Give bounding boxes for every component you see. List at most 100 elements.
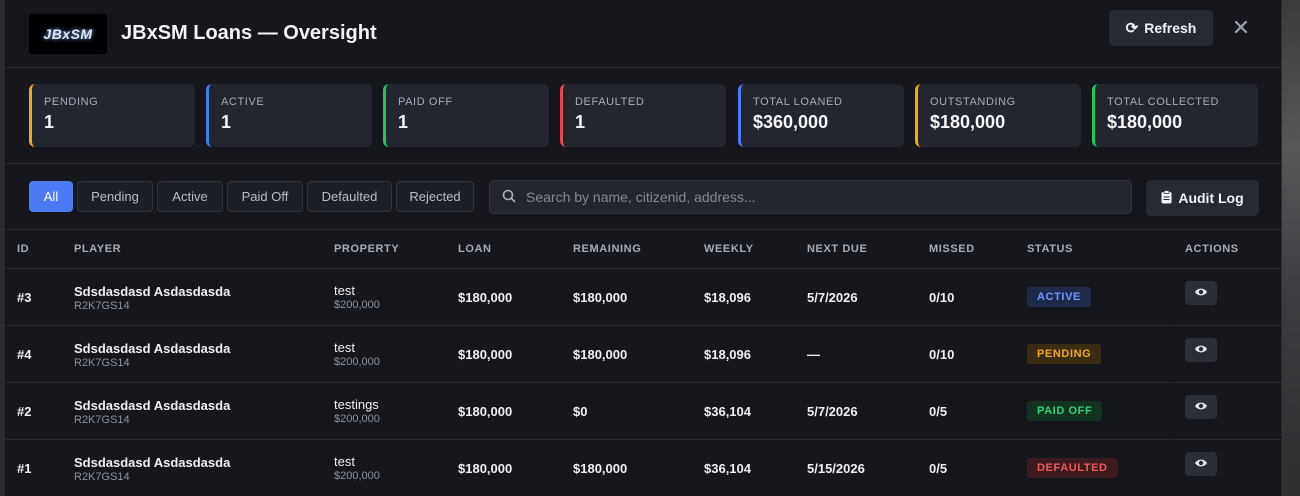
citizen-id: R2K7GS14 [74,414,130,426]
missed-count: 0/10 [929,347,955,362]
loan-amount: $180,000 [458,347,513,362]
remaining-amount: $0 [573,404,588,419]
stat-value: $180,000 [930,112,1006,132]
next-due-date: — [807,347,820,362]
loan-id: #4 [17,347,32,362]
weekly-amount: $36,104 [704,404,751,419]
stat-value: 1 [398,112,409,132]
stat-label: TOTAL LOANED [753,96,843,108]
filter-rejected[interactable]: Rejected [396,181,474,212]
refresh-icon: ⟳ [1125,20,1139,37]
view-button[interactable] [1185,281,1217,305]
remaining-amount: $180,000 [573,461,628,476]
property-name: test [334,340,355,355]
player-cell: Sdsdasdasd Asdasdasda R2K7GS14 [74,341,230,369]
stat-card-total-loaned: TOTAL LOANED $360,000 [738,84,904,147]
status-badge: PENDING [1027,344,1102,364]
column-header-weekly: WEEKLY [704,243,754,255]
clipboard-icon [1161,189,1172,207]
property-cell: test $200,000 [334,283,380,311]
stat-card-total-collected: TOTAL COLLECTED $180,000 [1092,84,1258,147]
actions-divider [1173,326,1174,383]
weekly-amount: $36,104 [704,461,751,476]
eye-icon [1194,341,1208,359]
table-row[interactable]: #1 Sdsdasdasd Asdasdasda R2K7GS14 test $200,… [5,440,1281,496]
view-button[interactable] [1185,452,1217,476]
filter-defaulted[interactable]: Defaulted [307,181,392,212]
logo: JBxSM [29,13,107,54]
stat-card-pending: PENDING 1 [29,84,195,147]
player-name: Sdsdasdasd Asdasdasda [74,341,231,356]
property-cell: test $200,000 [334,454,380,482]
status-badge: DEFAULTED [1027,458,1118,478]
status-badge: PAID OFF [1027,401,1103,421]
column-header-property: PROPERTY [334,243,400,255]
stat-card-outstanding: OUTSTANDING $180,000 [915,84,1081,147]
citizen-id: R2K7GS14 [74,471,130,483]
column-header-missed: MISSED [929,243,975,255]
table-row[interactable]: #2 Sdsdasdasd Asdasdasda R2K7GS14 testings $… [5,383,1281,440]
remaining-amount: $180,000 [573,290,628,305]
loan-id: #3 [17,290,32,305]
search-input[interactable] [526,189,1116,205]
column-header-id: ID [17,243,30,255]
next-due-date: 5/15/2026 [807,461,865,476]
citizen-id: R2K7GS14 [74,300,130,312]
page-title: JBxSM Loans — Oversight [121,22,377,44]
view-button[interactable] [1185,395,1217,419]
column-header-actions: ACTIONS [1185,243,1239,255]
stat-value: 1 [575,112,586,132]
next-due-date: 5/7/2026 [807,404,858,419]
column-header-remaining: REMAINING [573,243,642,255]
actions-divider [1173,269,1174,326]
property-name: test [334,283,355,298]
property-price: $200,000 [334,413,380,425]
stat-card-active: ACTIVE 1 [206,84,372,147]
stats-bar: PENDING 1 ACTIVE 1 PAID OFF 1 DEFAULTED 1 TOTAL … [5,68,1281,164]
background-edge [1280,0,1300,496]
weekly-amount: $18,096 [704,347,751,362]
filter-all[interactable]: All [29,181,73,212]
stat-label: TOTAL COLLECTED [1107,96,1220,108]
eye-icon [1194,284,1208,302]
actions-divider [1173,440,1174,496]
property-price: $200,000 [334,470,380,482]
player-cell: Sdsdasdasd Asdasdasda R2K7GS14 [74,398,230,426]
stat-label: DEFAULTED [575,96,645,108]
filter-paid-off[interactable]: Paid Off [227,181,303,212]
stat-label: OUTSTANDING [930,96,1016,108]
eye-icon [1194,398,1208,416]
audit-log-label: Audit Log [1178,190,1244,206]
column-header-next-due: NEXT DUE [807,243,868,255]
audit-log-button[interactable]: Audit Log [1146,180,1259,216]
loan-amount: $180,000 [458,461,513,476]
filter-active[interactable]: Active [157,181,223,212]
table-row[interactable]: #4 Sdsdasdasd Asdasdasda R2K7GS14 test $200,… [5,326,1281,383]
stat-value: $180,000 [1107,112,1183,132]
loan-amount: $180,000 [458,404,513,419]
column-header-status: STATUS [1027,243,1073,255]
table-row[interactable]: #3 Sdsdasdasd Asdasdasda R2K7GS14 test $200,… [5,269,1281,326]
filter-pending[interactable]: Pending [77,181,153,212]
property-cell: testings $200,000 [334,397,380,425]
missed-count: 0/5 [929,404,948,419]
loan-id: #1 [17,461,32,476]
stat-label: PAID OFF [398,96,453,108]
stat-label: ACTIVE [221,96,265,108]
view-button[interactable] [1185,338,1217,362]
missed-count: 0/5 [929,461,948,476]
refresh-label: Refresh [1144,20,1197,36]
eye-icon [1194,455,1208,473]
stat-value: $360,000 [753,112,829,132]
actions-divider [1173,383,1174,440]
column-header-loan: LOAN [458,243,492,255]
oversight-panel: JBxSM JBxSM Loans — Oversight ⟳ Refresh … [4,0,1282,496]
player-name: Sdsdasdasd Asdasdasda [74,455,231,470]
close-icon[interactable]: ✕ [1231,15,1251,40]
table-header: ID PLAYER PROPERTY LOAN REMAINING WEEKLY NEXT … [5,230,1281,269]
refresh-button[interactable]: ⟳ Refresh [1109,10,1213,46]
search-box[interactable] [489,180,1132,214]
remaining-amount: $180,000 [573,347,628,362]
loan-id: #2 [17,404,32,419]
